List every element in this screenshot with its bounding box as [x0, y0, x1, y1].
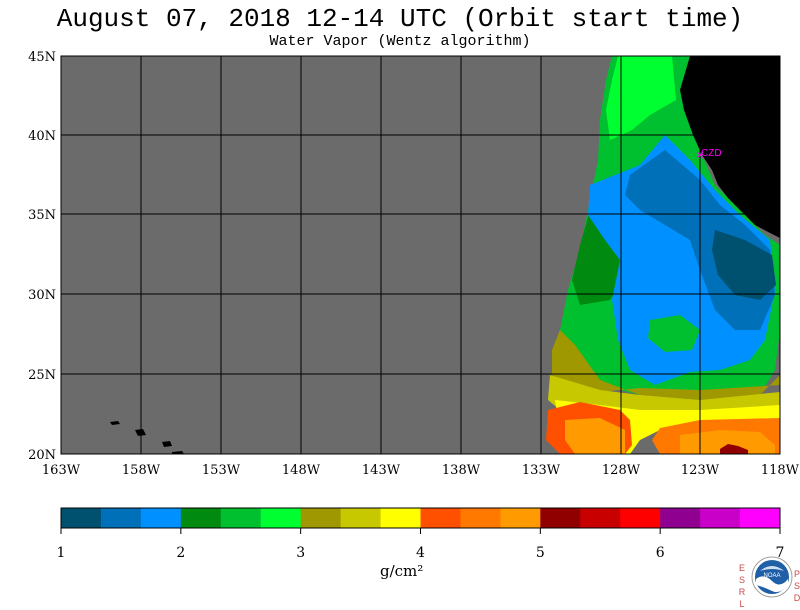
colorbar-tick-label: 3: [296, 545, 305, 561]
colorbar-swatch: [260, 508, 302, 528]
longitude-labels: 163W 158W 153W 148W 143W 138W 133W 128W 123W 118W: [42, 463, 800, 478]
colorbar-swatch: [140, 508, 182, 528]
colorbar-swatch: [340, 508, 382, 528]
colorbar-ticks: 1 2 3 4 5 6 7: [57, 528, 785, 561]
longitude-label: 128W: [602, 463, 641, 478]
field-olive: [552, 330, 780, 400]
map-frame: [60, 55, 781, 455]
page-title: August 07, 2018 12-14 UTC (Orbit start t…: [56, 4, 744, 34]
colorbar-tick-label: 2: [176, 545, 185, 561]
field-navy: [712, 230, 776, 300]
colorbar-swatch: [61, 508, 102, 528]
colorbar-tick-label: 1: [57, 545, 66, 561]
colorbar-swatch: [380, 508, 421, 528]
latitude-label: 30N: [28, 288, 56, 303]
colorbar-units: g/cm²: [380, 562, 424, 580]
longitude-label: 118W: [761, 463, 800, 478]
colorbar: [60, 507, 781, 529]
colorbar-swatch: [700, 508, 741, 528]
colorbar-swatch: [180, 508, 222, 528]
land-north-america: [680, 56, 780, 238]
colorbar-swatch: [220, 508, 262, 528]
latitude-label: 20N: [28, 448, 56, 463]
island: [172, 451, 184, 454]
longitude-label: 163W: [42, 463, 81, 478]
colorbar-swatch: [580, 508, 621, 528]
field-green-island: [648, 315, 700, 352]
colorbar-tick-label: 6: [656, 545, 665, 561]
longitude-label: 153W: [202, 463, 241, 478]
colorbar-swatch: [460, 508, 501, 528]
latitude-label: 40N: [28, 129, 56, 144]
colorbar-swatch: [620, 508, 661, 528]
longitude-label: 133W: [522, 463, 561, 478]
longitude-label: 143W: [362, 463, 401, 478]
colorbar-tick-label: 7: [776, 545, 785, 561]
colorbar-swatch: [420, 508, 461, 528]
latitude-label: 35N: [28, 208, 56, 223]
longitude-label: 123W: [681, 463, 720, 478]
colorbar-swatch: [740, 508, 781, 528]
noaa-logo-text: NOAA: [763, 573, 780, 579]
field-orange-light-east: [680, 430, 775, 454]
field-green-bright: [606, 56, 676, 140]
noaa-logo: NOAA: [751, 556, 793, 598]
colorbar-swatch: [660, 508, 701, 528]
colorbar-swatch: [540, 508, 581, 528]
colorbar-swatch: [100, 508, 142, 528]
field-maroon: [720, 444, 748, 454]
map-area: CZD: [60, 55, 781, 455]
island: [162, 441, 172, 447]
station-label: CZD: [701, 148, 722, 159]
colorbar-swatch: [500, 508, 541, 528]
longitude-label: 158W: [122, 463, 161, 478]
longitude-label: 148W: [282, 463, 321, 478]
longitude-label: 138W: [442, 463, 481, 478]
page-subtitle: Water Vapor (Wentz algorithm): [269, 33, 531, 50]
field-orange: [565, 418, 625, 454]
colorbar-tick-label: 4: [416, 545, 425, 561]
island: [110, 421, 120, 425]
colorbar-tick-label: 5: [536, 545, 545, 561]
station-marker: CZD: [696, 148, 722, 159]
latitude-label: 25N: [28, 368, 56, 383]
latitude-label: 45N: [28, 50, 56, 65]
colorbar-swatch: [300, 508, 342, 528]
latitude-labels: 45N 40N 35N 30N 25N 20N: [28, 50, 56, 463]
